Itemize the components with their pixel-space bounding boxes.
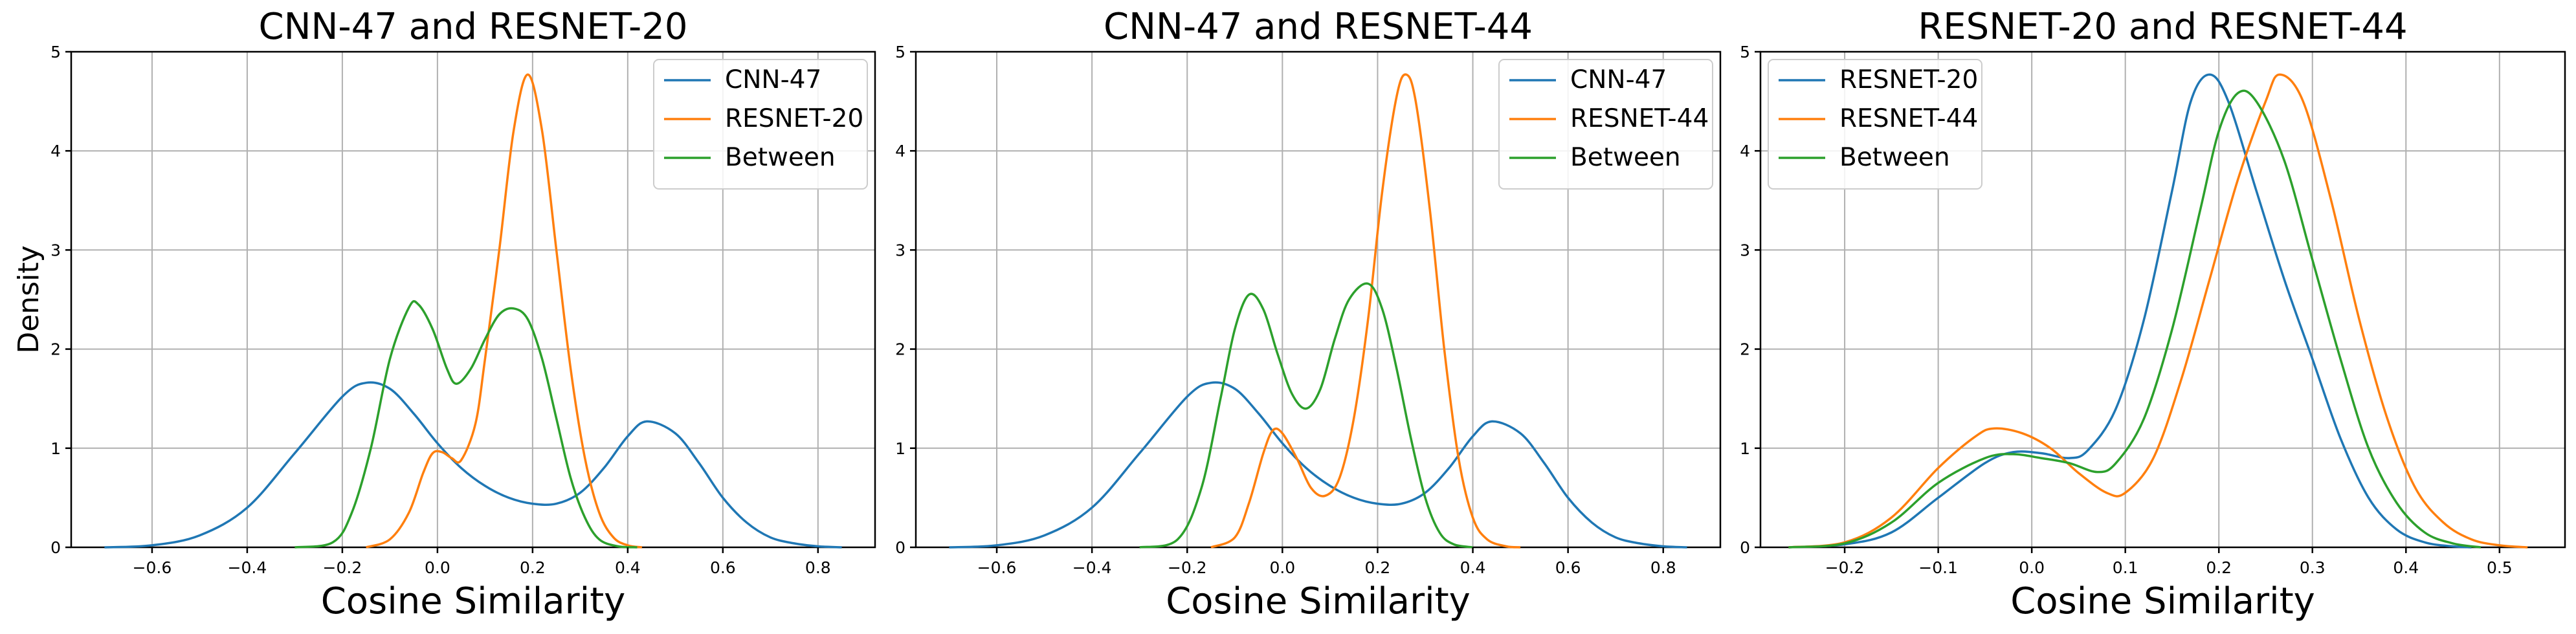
y-tick-label: 3 <box>50 241 61 259</box>
axes-ticks: −0.6 −0.4 −0.2 0.0 0.2 0.4 0.6 0.8 0 1 2 3 4 5 <box>895 43 1676 577</box>
y-tick-label: 0 <box>895 538 905 557</box>
x-tick-label: 0.1 <box>2113 558 2138 577</box>
x-tick-label: 0.5 <box>2487 558 2513 577</box>
y-tick-label: 0 <box>1740 538 1750 557</box>
x-tick-label: 0.4 <box>2393 558 2419 577</box>
grid-lines <box>916 51 1720 548</box>
x-tick-label: −0.2 <box>1168 558 1207 577</box>
x-tick-label: 0.4 <box>615 558 641 577</box>
y-tick-label: 2 <box>1740 340 1750 359</box>
chart-title: CNN-47 and RESNET-20 <box>259 6 688 48</box>
plot-frame <box>915 50 1722 549</box>
series-line-between <box>1788 89 2482 549</box>
y-tick-label: 4 <box>1740 142 1750 160</box>
y-tick-label: 2 <box>50 340 61 359</box>
y-tick-label: 5 <box>895 43 905 61</box>
x-tick-label: 0.8 <box>805 558 831 577</box>
legend-label: RESNET-20 <box>725 104 863 133</box>
y-tick-label: 3 <box>1740 241 1750 259</box>
x-tick-label: −0.2 <box>1825 558 1865 577</box>
chart-title: CNN-47 and RESNET-44 <box>1104 6 1533 48</box>
x-tick-label: 0.6 <box>710 558 736 577</box>
x-tick-label: 0.2 <box>520 558 546 577</box>
series-line-cnn-47 <box>949 381 1687 549</box>
series-line-cnn-47 <box>104 381 842 549</box>
density-curves <box>104 73 842 549</box>
y-tick-label: 4 <box>895 142 905 160</box>
series-line-between <box>1139 282 1473 549</box>
series-line-resnet-20 <box>366 73 643 549</box>
legend-label: RESNET-44 <box>1570 104 1709 133</box>
series-line-resnet-44 <box>1210 73 1521 549</box>
legend: CNN-47 RESNET-20 Between <box>653 59 868 190</box>
y-tick-label: 2 <box>895 340 905 359</box>
y-tick-label: 3 <box>895 241 905 259</box>
plot-frame <box>1759 50 2566 549</box>
x-tick-label: −0.4 <box>1072 558 1112 577</box>
plot-frame <box>70 50 876 549</box>
legend-label: CNN-47 <box>725 65 821 94</box>
legend-label: Between <box>1839 143 1950 172</box>
legend: RESNET-20 RESNET-44 Between <box>1768 59 1982 190</box>
legend-label: CNN-47 <box>1570 65 1667 94</box>
y-tick-label: 4 <box>50 142 61 160</box>
panel-resnet20-resnet44: −0.2 −0.1 0.0 0.1 0.2 0.3 0.4 0.5 0 1 2 3 4 5 RESNET-… <box>1740 6 2566 622</box>
x-tick-label: −0.1 <box>1918 558 1958 577</box>
legend-box <box>653 59 868 190</box>
y-tick-label: 5 <box>1740 43 1750 61</box>
legend-label: RESNET-20 <box>1839 65 1978 94</box>
y-tick-label: 5 <box>50 43 61 61</box>
x-tick-label: 0.3 <box>2300 558 2326 577</box>
y-tick-label: 1 <box>895 439 905 458</box>
x-axis-label: Cosine Similarity <box>1166 580 1471 622</box>
chart-title: RESNET-20 and RESNET-44 <box>1918 6 2407 48</box>
y-tick-label: 1 <box>1740 439 1750 458</box>
legend-label: Between <box>725 143 836 172</box>
density-curves <box>949 73 1687 549</box>
legend-label: Between <box>1570 143 1681 172</box>
panel-cnn47-resnet44: −0.6 −0.4 −0.2 0.0 0.2 0.4 0.6 0.8 0 1 2 3 4 5 CNN-47… <box>895 6 1722 622</box>
x-tick-label: 0.2 <box>1365 558 1391 577</box>
y-tick-label: 0 <box>50 538 61 557</box>
legend-label: RESNET-44 <box>1839 104 1978 133</box>
x-axis-label: Cosine Similarity <box>2010 580 2315 622</box>
series-line-resnet-44 <box>1788 73 2528 549</box>
series-line-resnet-20 <box>1788 73 2472 549</box>
series-line-between <box>294 300 638 549</box>
x-tick-label: −0.2 <box>323 558 362 577</box>
x-tick-label: −0.4 <box>228 558 267 577</box>
x-tick-label: 0.0 <box>425 558 450 577</box>
x-tick-label: 0.8 <box>1650 558 1676 577</box>
x-tick-label: 0.6 <box>1555 558 1581 577</box>
axes-ticks: −0.6 −0.4 −0.2 0.0 0.2 0.4 0.6 0.8 0 1 2 3 4 5 <box>50 43 831 577</box>
x-tick-label: 0.0 <box>1269 558 1295 577</box>
legend: CNN-47 RESNET-44 Between <box>1498 59 1713 190</box>
axes-ticks: −0.2 −0.1 0.0 0.1 0.2 0.3 0.4 0.5 0 1 2 3 4 5 <box>1740 43 2513 577</box>
x-axis-label: Cosine Similarity <box>321 580 626 622</box>
x-tick-label: 0.2 <box>2206 558 2232 577</box>
x-tick-label: 0.0 <box>2019 558 2045 577</box>
legend-box <box>1768 59 1982 190</box>
x-tick-label: −0.6 <box>133 558 172 577</box>
density-curves <box>1788 73 2528 549</box>
panel-cnn47-resnet20: −0.6 −0.4 −0.2 0.0 0.2 0.4 0.6 0.8 0 1 2 3 4 5 CNN-47… <box>12 6 876 622</box>
x-tick-label: −0.6 <box>977 558 1017 577</box>
x-tick-label: 0.4 <box>1460 558 1486 577</box>
legend-box <box>1498 59 1713 190</box>
y-axis-label: Density <box>12 245 45 353</box>
y-tick-label: 1 <box>50 439 61 458</box>
